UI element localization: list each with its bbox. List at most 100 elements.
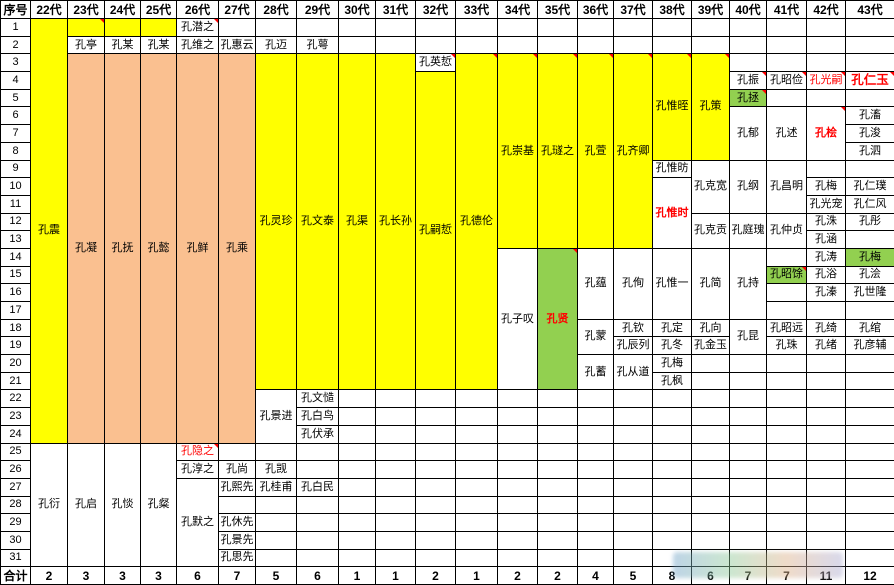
- empty-cell: [846, 514, 894, 532]
- empty-cell: [376, 531, 416, 549]
- empty-cell: [538, 390, 578, 408]
- empty-cell: [416, 531, 456, 549]
- empty-cell: [498, 390, 538, 408]
- empty-cell: [68, 19, 105, 37]
- person-cell: 孔衍: [31, 443, 68, 567]
- empty-cell: [498, 549, 538, 567]
- person-cell: 孔持: [730, 248, 767, 319]
- person-cell: 孔休先: [219, 514, 256, 532]
- empty-cell: [416, 478, 456, 496]
- row-number-cell: 1: [1, 19, 31, 37]
- person-cell: 孔隐之: [177, 443, 219, 461]
- person-cell: 孔彦辅: [846, 337, 894, 355]
- empty-cell: [807, 549, 846, 567]
- person-cell: 孔渠: [339, 54, 376, 390]
- row-number-cell: 8: [1, 142, 31, 160]
- generation-header-36: 36代: [578, 1, 614, 19]
- total-cell: 3: [141, 567, 177, 585]
- empty-cell: [219, 496, 256, 514]
- empty-cell: [730, 514, 767, 532]
- empty-cell: [456, 461, 498, 479]
- row-number-cell: 2: [1, 36, 31, 54]
- empty-cell: [297, 19, 339, 37]
- generation-header-32: 32代: [416, 1, 456, 19]
- empty-cell: [692, 461, 730, 479]
- row-number-cell: 6: [1, 107, 31, 125]
- total-cell: 1: [376, 567, 416, 585]
- empty-cell: [614, 514, 653, 532]
- person-cell: 孔简: [692, 248, 730, 319]
- total-cell: 1: [456, 567, 498, 585]
- empty-cell: [376, 19, 416, 37]
- empty-cell: [456, 496, 498, 514]
- person-cell: 孔涵: [807, 231, 846, 249]
- empty-cell: [692, 372, 730, 390]
- person-cell: 孔贤: [538, 248, 578, 390]
- empty-cell: [578, 549, 614, 567]
- person-cell: 孔熙先: [219, 478, 256, 496]
- empty-cell: [219, 443, 256, 461]
- empty-cell: [846, 19, 894, 37]
- person-cell: 孔默之: [177, 478, 219, 566]
- total-cell: 6: [177, 567, 219, 585]
- empty-cell: [416, 496, 456, 514]
- empty-cell: [846, 231, 894, 249]
- row-number-cell: 10: [1, 178, 31, 196]
- empty-cell: [456, 443, 498, 461]
- empty-cell: [807, 36, 846, 54]
- empty-cell: [456, 478, 498, 496]
- empty-cell: [807, 54, 846, 72]
- person-cell: 孔纲: [730, 160, 767, 213]
- person-cell: 孔子叹: [498, 248, 538, 390]
- empty-cell: [614, 36, 653, 54]
- total-cell: 7: [767, 567, 807, 585]
- footer-label-cell: 合计: [1, 567, 31, 585]
- empty-cell: [578, 496, 614, 514]
- row-number-cell: 4: [1, 72, 31, 90]
- empty-cell: [846, 302, 894, 320]
- person-cell: 孔梅: [807, 178, 846, 196]
- generation-header-30: 30代: [339, 1, 376, 19]
- empty-cell: [256, 443, 297, 461]
- empty-cell: [846, 54, 894, 72]
- empty-cell: [339, 531, 376, 549]
- empty-cell: [767, 372, 807, 390]
- generation-header-26: 26代: [177, 1, 219, 19]
- empty-cell: [653, 514, 692, 532]
- person-cell: 孔英悊: [416, 54, 456, 72]
- person-cell: 孔珠: [767, 337, 807, 355]
- row-number-cell: 20: [1, 355, 31, 373]
- generation-header-34: 34代: [498, 1, 538, 19]
- person-cell: 孔璲之: [538, 54, 578, 249]
- empty-cell: [767, 496, 807, 514]
- empty-cell: [538, 531, 578, 549]
- empty-cell: [416, 19, 456, 37]
- person-cell: 孔潜之: [177, 19, 219, 37]
- empty-cell: [578, 461, 614, 479]
- empty-cell: [416, 461, 456, 479]
- total-cell: 5: [256, 567, 297, 585]
- empty-cell: [456, 549, 498, 567]
- empty-cell: [807, 514, 846, 532]
- total-cell: 2: [498, 567, 538, 585]
- empty-cell: [807, 302, 846, 320]
- person-cell: 孔泗: [846, 142, 894, 160]
- empty-cell: [767, 355, 807, 373]
- empty-cell: [807, 89, 846, 107]
- row-number-cell: 26: [1, 461, 31, 479]
- generation-header-40: 40代: [730, 1, 767, 19]
- person-cell: 孔拯: [730, 89, 767, 107]
- empty-cell: [767, 425, 807, 443]
- person-cell: 孔绾: [846, 319, 894, 337]
- person-cell: 孔文泰: [297, 54, 339, 390]
- empty-cell: [730, 478, 767, 496]
- person-cell: 孔萼: [297, 36, 339, 54]
- person-cell: 孔懿: [141, 54, 177, 443]
- empty-cell: [339, 514, 376, 532]
- empty-cell: [456, 531, 498, 549]
- person-cell: 孔滀: [846, 107, 894, 125]
- generation-header-25: 25代: [141, 1, 177, 19]
- row-number-cell: 25: [1, 443, 31, 461]
- row-number-cell: 30: [1, 531, 31, 549]
